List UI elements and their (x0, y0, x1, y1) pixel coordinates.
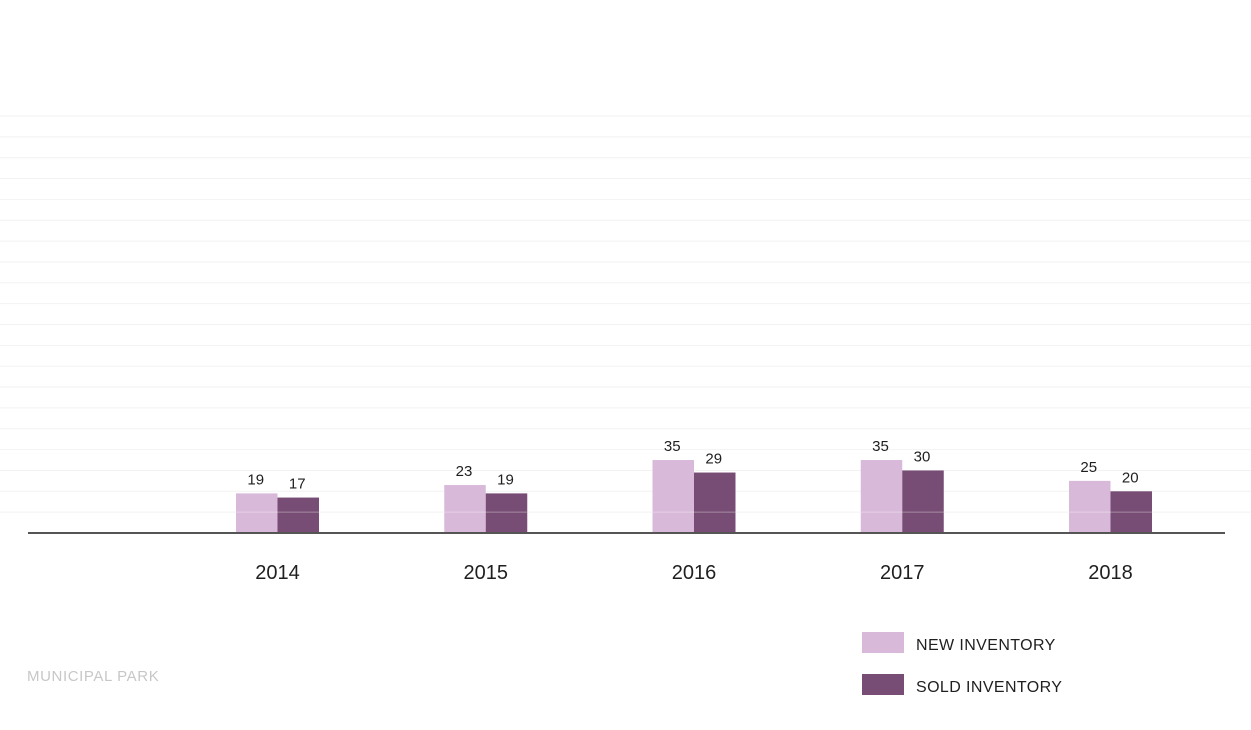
bar-new-inventory-2014 (236, 493, 278, 533)
data-label-sold-2017: 30 (914, 448, 931, 465)
footer-label: MUNICIPAL PARK (27, 668, 160, 685)
legend-item-new-inventory: NEW INVENTORY (862, 621, 1062, 663)
bars (236, 460, 1152, 533)
x-tick-label-2015: 2015 (464, 562, 509, 584)
data-label-new-2018: 25 (1080, 459, 1097, 476)
data-label-sold-2018: 20 (1122, 469, 1139, 486)
bar-sold-inventory-2017 (902, 470, 944, 533)
legend-swatch-new-inventory (862, 631, 904, 653)
bar-new-inventory-2017 (860, 460, 903, 533)
bar-sold-inventory-2014 (277, 497, 319, 533)
x-tick-label-2018: 2018 (1088, 562, 1133, 584)
x-axis-ticks: 2014 2015 2016 2017 2018 (255, 562, 1133, 584)
data-label-new-2016: 35 (664, 438, 681, 455)
data-label-new-2014: 19 (247, 471, 264, 488)
x-tick-label-2017: 2017 (880, 562, 925, 584)
bar-sold-inventory-2018 (1110, 491, 1152, 533)
data-label-sold-2014: 17 (289, 476, 306, 493)
data-label-new-2015: 23 (456, 463, 473, 480)
data-label-sold-2016: 29 (705, 451, 722, 468)
bar-new-inventory-2015 (444, 485, 486, 533)
bar-new-inventory-2016 (652, 460, 694, 533)
legend-swatch-sold-inventory (862, 673, 904, 695)
bar-sold-inventory-2015 (485, 493, 528, 533)
legend: NEW INVENTORY SOLD INVENTORY (862, 621, 1062, 705)
grid-lines (0, 115, 1251, 513)
legend-label-sold-inventory: SOLD INVENTORY (916, 679, 1063, 696)
x-tick-label-2014: 2014 (255, 562, 300, 584)
legend-item-sold-inventory: SOLD INVENTORY (862, 663, 1062, 705)
data-label-new-2017: 35 (872, 438, 889, 455)
data-labels: 19 17 23 19 35 29 35 30 25 20 (247, 438, 1138, 493)
data-label-sold-2015: 19 (497, 471, 514, 488)
legend-label-new-inventory: NEW INVENTORY (916, 637, 1056, 654)
bar-sold-inventory-2016 (694, 472, 736, 533)
x-tick-label-2016: 2016 (672, 562, 717, 584)
bar-new-inventory-2018 (1069, 480, 1111, 533)
